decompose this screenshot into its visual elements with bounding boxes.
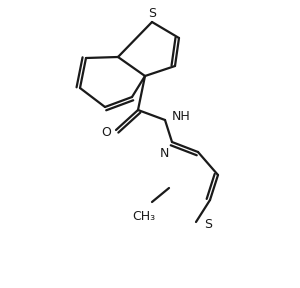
Text: O: O [101, 126, 111, 139]
Text: CH₃: CH₃ [132, 210, 156, 223]
Text: N: N [159, 147, 169, 160]
Text: S: S [204, 217, 212, 230]
Text: NH: NH [172, 111, 191, 124]
Text: S: S [148, 7, 156, 20]
